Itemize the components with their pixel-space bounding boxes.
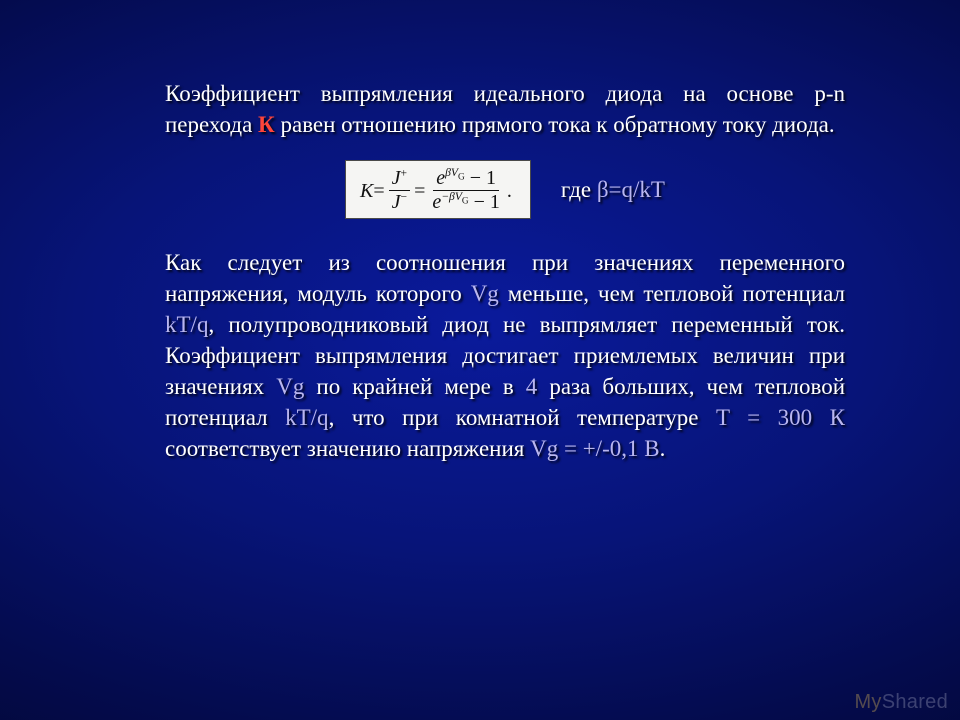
p2-t6: , что при комнатной температуре	[329, 405, 716, 430]
J-plus: J	[392, 167, 401, 189]
formula-row: K = J+ J− = eβVG − 1 e−βVG − 1 .	[165, 160, 845, 219]
paragraph-2: Как следует из соотношения при значениях…	[165, 247, 845, 464]
p2-t2: меньше, чем тепловой потенциал	[499, 281, 845, 306]
p1-K: К	[258, 112, 275, 137]
exp-plus: βV	[445, 166, 458, 179]
p2-t8: .	[660, 436, 666, 461]
exp-sub-bot: G	[462, 197, 469, 207]
minus1-bot: − 1	[469, 191, 500, 213]
J-minus: J	[392, 191, 401, 213]
p2-temp: T = 300 К	[716, 405, 845, 430]
p2-t7: соответствует значению напряжения	[165, 436, 530, 461]
formula-K: K	[360, 181, 373, 201]
p2-vgval: Vg = +/-0,1 В	[530, 436, 659, 461]
p2-kt2: kT/q	[285, 405, 328, 430]
p2-vg1: Vg	[471, 281, 499, 306]
formula-period: .	[507, 181, 512, 201]
exp-sub-top: G	[458, 173, 465, 183]
formula-eq-2: =	[414, 181, 425, 201]
formula-box: K = J+ J− = eβVG − 1 e−βVG − 1 .	[345, 160, 531, 219]
minus1-top: − 1	[465, 167, 496, 189]
where-clause: где β=q/kT	[561, 177, 665, 203]
watermark-a: My	[854, 691, 881, 713]
p2-t4: по крайней мере в	[304, 374, 525, 399]
e-bot: e	[432, 191, 441, 213]
p1-text-2: равен отношению прямого тока к обратному…	[275, 112, 835, 137]
slide-content: Коэффициент выпрямления идеального диода…	[165, 78, 845, 464]
p2-vg2: Vg	[276, 374, 304, 399]
paragraph-1: Коэффициент выпрямления идеального диода…	[165, 78, 845, 140]
sup-plus: +	[401, 166, 408, 179]
p2-kt1: kT/q	[165, 312, 208, 337]
watermark-b: Shared	[882, 691, 948, 713]
sup-minus: −	[401, 190, 408, 203]
frac-J: J+ J−	[389, 167, 410, 214]
exp-minus: −βV	[441, 190, 462, 203]
watermark: MyShared	[854, 691, 948, 714]
p2-four: 4	[526, 374, 538, 399]
where-expr: β=q/kT	[597, 177, 665, 202]
formula-eq-1: =	[373, 181, 384, 201]
e-top: e	[436, 167, 445, 189]
frac-exp: eβVG − 1 e−βVG − 1	[429, 167, 503, 214]
where-label: где	[561, 177, 597, 202]
